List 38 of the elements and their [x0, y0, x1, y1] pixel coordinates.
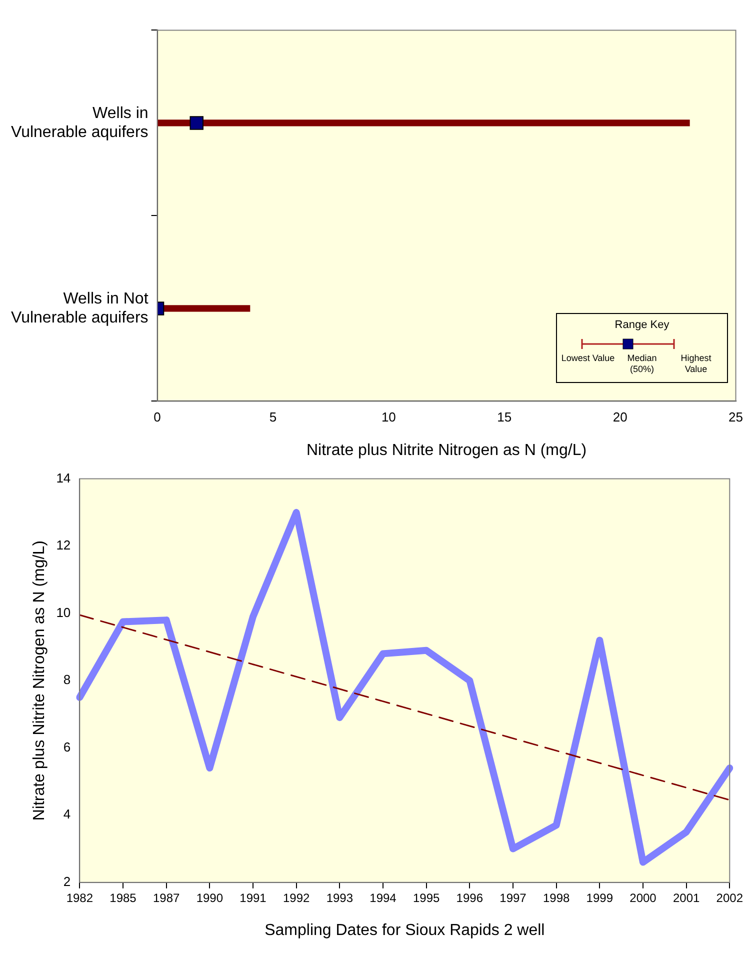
x-tick-label: 1993	[326, 890, 354, 905]
y-tick-label: 12	[56, 538, 71, 553]
y-tick-label: Wells in Vulnerable aquifers	[10, 104, 148, 141]
y-tick-label: 14	[56, 470, 71, 486]
x-axis-title: Nitrate plus Nitrite Nitrogen as N (mg/L)	[306, 442, 587, 459]
x-tick-label: 2001	[672, 890, 700, 905]
x-tick-label: 2002	[716, 890, 744, 905]
x-tick-label: 15	[497, 410, 512, 425]
y-tick-label: 6	[63, 739, 71, 754]
x-tick-label: 1999	[586, 890, 614, 905]
annotation: Highest Value	[680, 353, 712, 375]
y-tick-label: 4	[63, 806, 71, 822]
x-tick-label: 1995	[412, 890, 440, 905]
x-tick-label: 25	[728, 410, 744, 425]
annotation: Range Key	[614, 319, 670, 331]
x-tick-label: 1985	[110, 890, 137, 905]
x-tick-label: 1998	[542, 890, 570, 905]
y-tick-label: Wells in Not Vulnerable aquifers	[10, 290, 149, 326]
x-tick-label: 1994	[370, 890, 397, 905]
x-tick-label: 5	[269, 410, 277, 425]
x-tick-label: 1987	[152, 890, 180, 905]
x-tick-label: 1982	[66, 890, 94, 905]
y-axis-title: Nitrate plus Nitrite Nitrogen as N (mg/L)	[31, 540, 48, 821]
x-tick-label: 1990	[196, 890, 224, 905]
y-tick-label: 2	[63, 874, 71, 889]
x-tick-label: 1992	[282, 890, 310, 905]
x-axis-title: Sampling Dates for Sioux Rapids 2 well	[264, 922, 545, 939]
x-tick-label: 1991	[240, 890, 267, 905]
x-tick-label: 1997	[500, 890, 527, 905]
x-tick-label: 1996	[456, 890, 484, 905]
x-tick-label: 20	[612, 410, 628, 425]
annotation: Median (50%)	[626, 353, 658, 375]
x-tick-label: 0	[154, 410, 161, 425]
y-tick-label: 10	[56, 604, 71, 620]
y-tick-label: 8	[63, 672, 71, 688]
x-tick-label: 2000	[630, 890, 657, 905]
annotation: Lowest Value	[561, 353, 615, 364]
x-tick-label: 10	[381, 410, 396, 425]
